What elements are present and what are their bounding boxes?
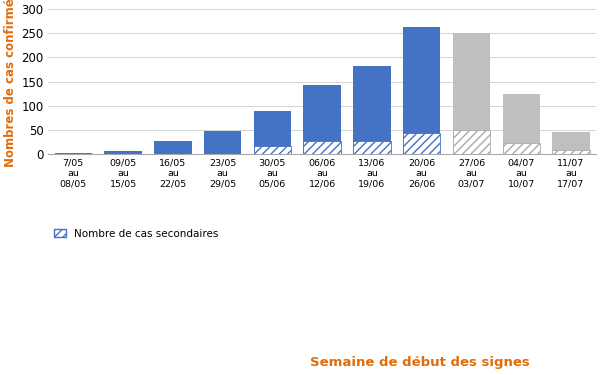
Bar <box>304 86 341 154</box>
Bar <box>453 33 490 154</box>
Bar <box>204 131 241 154</box>
Bar <box>55 153 92 154</box>
Bar <box>254 146 291 154</box>
Bar <box>552 132 590 154</box>
Bar <box>403 27 440 154</box>
Bar <box>304 141 341 154</box>
Bar <box>154 141 191 154</box>
Bar <box>254 111 291 154</box>
Legend: Nombre de cas secondaires: Nombre de cas secondaires <box>53 229 219 239</box>
Bar <box>453 130 490 154</box>
Bar <box>552 150 590 154</box>
Bar <box>353 66 391 154</box>
Bar <box>503 94 540 154</box>
Bar <box>104 151 142 154</box>
Bar <box>353 141 391 154</box>
Text: Semaine de début des signes: Semaine de début des signes <box>310 356 530 369</box>
Bar <box>503 143 540 154</box>
Bar <box>403 133 440 154</box>
Y-axis label: Nombres de cas confirmés: Nombres de cas confirmés <box>4 0 17 167</box>
